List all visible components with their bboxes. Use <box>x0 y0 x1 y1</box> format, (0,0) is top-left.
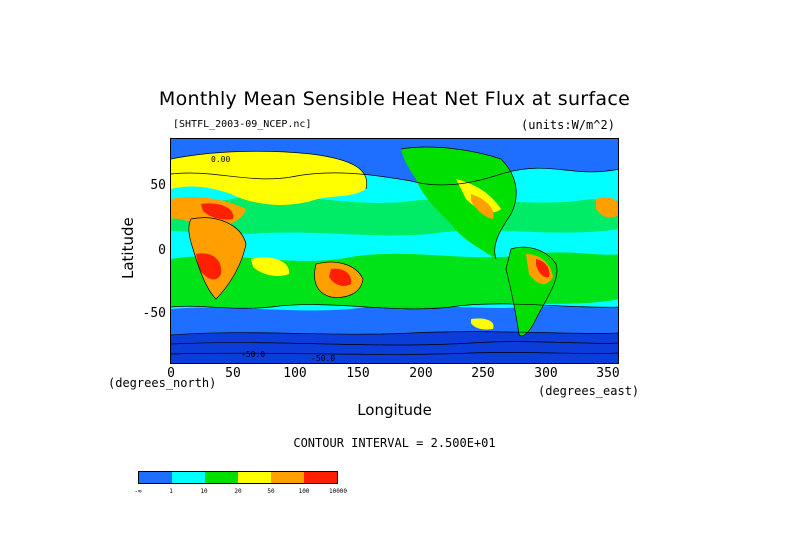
units-label: (units:W/m^2) <box>521 118 615 132</box>
x-tick: 150 <box>346 366 370 381</box>
colorbar-swatch <box>172 472 205 483</box>
y-tick: 50 <box>150 178 166 193</box>
x-tick: 0 <box>167 366 175 381</box>
colorbar-label: 20 <box>234 488 242 495</box>
colorbar-swatch <box>238 472 271 483</box>
colorbar-swatch <box>304 472 337 483</box>
file-label: [SHTFL_2003-09_NCEP.nc] <box>173 119 312 130</box>
contour-label: -50.0 <box>241 350 265 359</box>
contour-interval: CONTOUR INTERVAL = 2.500E+01 <box>293 436 496 450</box>
y-tick: 0 <box>158 243 166 258</box>
colorbar-swatch <box>271 472 304 483</box>
colorbar-label: 1 <box>169 488 173 495</box>
flux-map: 0.00 -50.0 -50.0 <box>170 138 619 364</box>
y-axis-unit: (degrees_east) <box>538 384 640 398</box>
colorbar-label: 10000 <box>328 488 348 495</box>
colorbar <box>138 471 338 484</box>
y-axis-label: Latitude <box>119 217 137 279</box>
colorbar-label: 100 <box>298 488 310 495</box>
y-tick: -50 <box>142 306 166 321</box>
colorbar-swatch <box>205 472 238 483</box>
contour-label: -50.0 <box>311 354 335 363</box>
x-tick: 350 <box>596 366 620 381</box>
colorbar-swatch <box>139 472 172 483</box>
contour-label: 0.00 <box>211 155 230 164</box>
x-tick: 300 <box>534 366 558 381</box>
chart-title: Monthly Mean Sensible Heat Net Flux at s… <box>158 88 631 110</box>
colorbar-label: 50 <box>267 488 275 495</box>
x-tick: 200 <box>409 366 433 381</box>
x-axis-unit: (degrees_north) <box>108 376 217 390</box>
x-tick: 50 <box>225 366 241 381</box>
colorbar-label: 10 <box>200 488 208 495</box>
flux-map-graphic: 0.00 -50.0 -50.0 <box>171 139 618 363</box>
x-axis-label: Longitude <box>357 401 432 419</box>
x-tick: 100 <box>283 366 307 381</box>
colorbar-label: -∞ <box>134 488 142 495</box>
x-tick: 250 <box>471 366 495 381</box>
